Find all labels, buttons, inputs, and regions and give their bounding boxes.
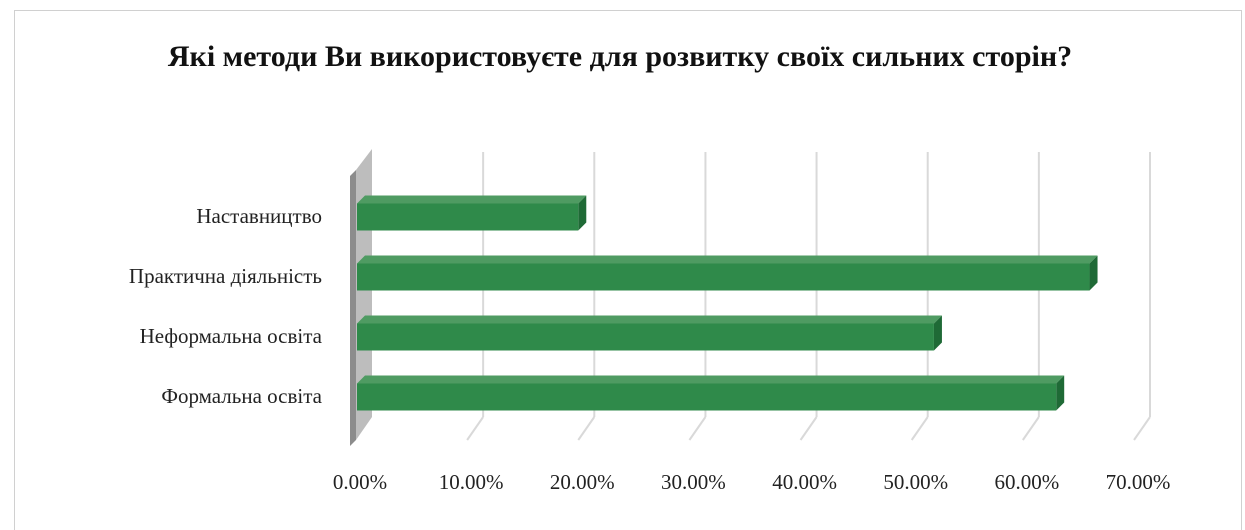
bar-side: [933, 315, 942, 351]
bar-side: [1089, 255, 1098, 291]
x-tick-label: 40.00%: [772, 470, 837, 494]
category-label: Наставництво: [196, 204, 322, 228]
bar-side: [1056, 375, 1065, 411]
gridline-floor: [1133, 416, 1151, 441]
category-label: Практична діяльність: [129, 264, 322, 288]
bar: [357, 383, 1057, 411]
category-label: Неформальна освіта: [140, 324, 323, 348]
gridline-floor: [466, 416, 484, 441]
bar-top: [357, 375, 1065, 384]
gridline-floor: [799, 416, 818, 441]
bar-chart: Формальна освіта Неформальна освіта Практи…: [129, 149, 1171, 494]
x-tick-label: 20.00%: [550, 470, 615, 494]
chart-title: Які методи Ви використовуєте для розвитк…: [167, 40, 1073, 73]
gridline-floor: [910, 416, 929, 441]
bar-side: [578, 195, 587, 231]
x-tick-label: 0.00%: [333, 470, 387, 494]
x-tick-label: 70.00%: [1106, 470, 1171, 494]
axis-wall-edge: [350, 170, 356, 446]
x-tick-label: 30.00%: [661, 470, 726, 494]
x-tick-label: 50.00%: [883, 470, 948, 494]
bar-top: [357, 255, 1098, 264]
gridline-floor: [1022, 416, 1040, 441]
x-tick-label: 10.00%: [439, 470, 504, 494]
bar: [357, 203, 579, 231]
x-tick-label: 60.00%: [994, 470, 1059, 494]
category-label: Формальна освіта: [161, 384, 322, 408]
bar: [357, 263, 1090, 291]
gridline-floor: [577, 416, 596, 441]
bar-top: [357, 195, 587, 204]
bar-top: [357, 315, 942, 324]
gridline-floor: [688, 416, 707, 441]
bar: [357, 323, 934, 351]
